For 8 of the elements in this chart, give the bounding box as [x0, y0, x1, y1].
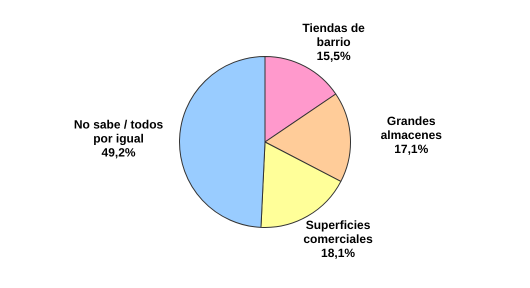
slice-label: Grandes almacenes [380, 114, 442, 142]
slice-label: No sabe / todos por igual [74, 118, 164, 146]
slice-label: Tiendas de barrio [302, 20, 366, 49]
data-label: 15,5% [316, 48, 351, 63]
data-label: 17,1% [394, 142, 429, 156]
data-label: 18,1% [321, 246, 356, 260]
slice-label: Superficies comerciales [303, 218, 374, 246]
data-label: 49,2% [102, 146, 136, 160]
